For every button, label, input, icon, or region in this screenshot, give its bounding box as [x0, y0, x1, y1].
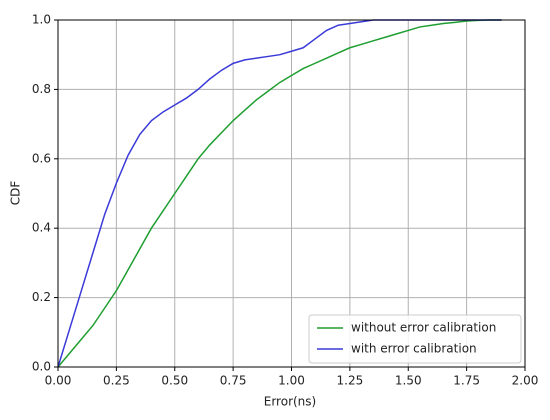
y-tick-label: 0.2 — [32, 290, 51, 304]
y-tick-label: 0.6 — [32, 151, 51, 165]
y-tick-label: 1.0 — [32, 13, 51, 27]
x-tick-label: 1.25 — [337, 374, 364, 388]
plot-frame — [57, 19, 526, 368]
x-tick-label: 1.75 — [453, 374, 480, 388]
y-tick-label: 0.8 — [32, 82, 51, 96]
legend-box — [308, 314, 522, 364]
x-tick-label: 0.00 — [45, 374, 72, 388]
x-tick-label: 0.75 — [220, 374, 247, 388]
x-tick-label: 0.25 — [103, 374, 130, 388]
legend-label: with error calibration — [351, 342, 477, 356]
x-tick-label: 1.00 — [278, 374, 305, 388]
y-tick-label: 0.4 — [32, 221, 51, 235]
y-axis-label: CDF — [9, 181, 23, 206]
y-tick-label: 0.0 — [32, 360, 51, 374]
legend-label: without error calibration — [351, 321, 496, 335]
data-line — [57, 19, 502, 368]
x-tick-label: 2.00 — [512, 374, 539, 388]
x-tick-label: 0.50 — [161, 374, 188, 388]
x-axis-label: Error(ns) — [264, 395, 316, 409]
x-tick-label: 1.50 — [395, 374, 422, 388]
